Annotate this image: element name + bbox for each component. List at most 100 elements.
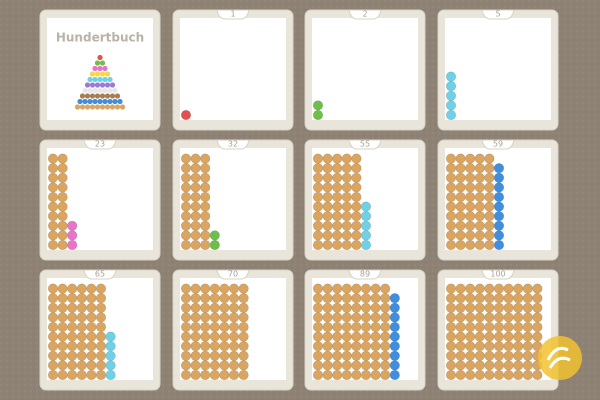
page-number: 1 xyxy=(230,10,235,19)
bead xyxy=(503,293,514,304)
bead xyxy=(360,341,372,352)
bead xyxy=(76,350,87,361)
bead xyxy=(190,153,201,164)
bead xyxy=(57,293,68,304)
pyramid-bead xyxy=(94,93,101,99)
bead xyxy=(445,153,457,164)
bead xyxy=(332,239,343,251)
bead xyxy=(465,341,476,352)
bead xyxy=(312,220,324,231)
bead xyxy=(370,302,381,313)
bead xyxy=(445,283,457,294)
pyramid-bead xyxy=(114,104,121,110)
bead xyxy=(332,321,343,333)
bead xyxy=(341,220,352,231)
bead xyxy=(312,302,324,313)
card: 32 xyxy=(172,139,294,261)
bead xyxy=(332,172,343,183)
number-tab xyxy=(348,9,382,20)
bead xyxy=(200,369,211,381)
pyramid-bead xyxy=(77,98,83,105)
bead xyxy=(332,182,343,193)
page-number: 55 xyxy=(360,140,370,149)
bead xyxy=(180,283,192,294)
bead xyxy=(47,239,59,251)
bead xyxy=(200,220,211,231)
bead xyxy=(95,341,107,352)
bead xyxy=(360,302,372,313)
bead xyxy=(341,331,352,342)
bead xyxy=(209,341,220,352)
bead xyxy=(67,283,78,294)
bead xyxy=(493,239,505,251)
bead xyxy=(180,182,192,193)
bead xyxy=(312,369,324,381)
number-tab xyxy=(348,139,382,150)
bead xyxy=(474,350,485,361)
bead xyxy=(190,182,201,193)
bead xyxy=(67,220,78,231)
bead xyxy=(200,182,211,193)
bead xyxy=(360,369,372,381)
bead xyxy=(493,369,505,381)
bead xyxy=(445,331,457,342)
bead xyxy=(180,331,192,342)
bead xyxy=(67,350,78,361)
pyramid-bead xyxy=(84,82,91,88)
bead xyxy=(332,211,343,222)
bead xyxy=(370,360,381,371)
bead xyxy=(86,341,97,352)
bead xyxy=(200,239,211,251)
bead xyxy=(484,172,495,183)
pyramid-bead xyxy=(102,76,108,83)
bead xyxy=(474,163,485,174)
bead xyxy=(370,331,381,342)
bead xyxy=(380,369,391,381)
bead xyxy=(200,283,211,294)
bead xyxy=(67,239,78,251)
bead xyxy=(86,369,97,381)
pyramid-bead xyxy=(102,87,108,94)
bead xyxy=(522,321,533,333)
bead xyxy=(190,239,201,251)
bead xyxy=(455,163,466,174)
bead xyxy=(341,312,352,323)
bead xyxy=(522,283,533,294)
bead xyxy=(312,350,324,361)
bead xyxy=(370,293,381,304)
bead xyxy=(200,230,211,241)
bead xyxy=(503,321,514,333)
bead xyxy=(180,109,192,121)
bead xyxy=(532,293,543,304)
page-number: 70 xyxy=(228,270,238,279)
pyramid-bead xyxy=(104,104,111,110)
bead xyxy=(190,321,201,333)
pyramid-bead xyxy=(97,98,103,105)
bead xyxy=(190,230,201,241)
bead xyxy=(67,331,78,342)
bead xyxy=(312,341,324,352)
bead xyxy=(380,341,391,352)
bead xyxy=(228,283,240,294)
bead xyxy=(228,350,240,361)
bead xyxy=(389,360,400,371)
page-number: 32 xyxy=(228,140,238,149)
bead xyxy=(474,153,485,164)
bead xyxy=(493,360,505,371)
bead xyxy=(522,369,533,381)
bead xyxy=(76,302,87,313)
bead xyxy=(200,172,211,183)
bead xyxy=(95,312,107,323)
bead xyxy=(484,211,495,222)
bead xyxy=(67,302,78,313)
bead xyxy=(47,191,59,203)
bead xyxy=(341,350,352,361)
bead xyxy=(219,293,230,304)
bead xyxy=(67,360,78,371)
bead xyxy=(180,312,192,323)
bead xyxy=(389,312,400,323)
pyramid-bead xyxy=(94,71,101,77)
bead xyxy=(522,331,533,342)
bead xyxy=(200,302,211,313)
bead xyxy=(238,369,249,381)
